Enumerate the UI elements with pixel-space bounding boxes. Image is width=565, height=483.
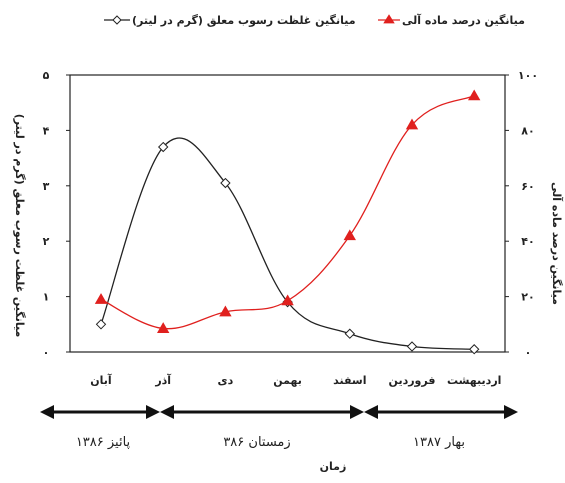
- sediment-data-point: [344, 328, 356, 339]
- series-line-sediment: [100, 137, 475, 350]
- organic-data-point: [281, 294, 294, 306]
- x-category-label: اسفند: [333, 374, 366, 387]
- season-arrow-head-right: [350, 405, 364, 419]
- right-tick-label: ۸۰: [521, 124, 534, 137]
- season-arrow-head-left: [40, 405, 54, 419]
- legend-organic-label: میانگین درصد ماده آلی: [402, 13, 525, 27]
- left-tick-label: ۰: [43, 346, 50, 359]
- legend-sediment-marker: [112, 15, 122, 25]
- sediment-data-point: [468, 344, 480, 355]
- sediment-data-point: [220, 177, 231, 189]
- organic-data-point: [468, 89, 481, 101]
- x-category-label: بهمن: [273, 374, 302, 387]
- series-line-organic: [100, 95, 475, 330]
- plot-frame: [69, 74, 506, 353]
- season-label: زمستان ۳۸۶: [223, 435, 290, 450]
- x-category-label: فروردین: [389, 374, 436, 387]
- right-tick-label: ۲۰: [521, 291, 534, 304]
- organic-data-point: [343, 229, 356, 241]
- right-tick-label: ۱۰۰: [518, 69, 538, 82]
- season-label: بهار ۱۳۸۷: [413, 435, 465, 450]
- x-category-label: دی: [218, 374, 234, 387]
- season-arrow-head-right: [146, 405, 160, 419]
- right-axis-title: میانگین درصد ماده آلی: [550, 182, 564, 305]
- sediment-data-point: [406, 341, 418, 352]
- season-arrow-head-left: [364, 405, 378, 419]
- organic-data-point: [405, 118, 419, 130]
- sediment-data-point: [157, 141, 169, 153]
- left-tick-label: ۱: [43, 291, 50, 304]
- left-tick-label: ۴: [43, 124, 50, 137]
- legend-organic-marker: [383, 14, 395, 24]
- left-tick-label: ۲: [43, 235, 50, 248]
- right-tick-label: ۶۰: [521, 180, 534, 193]
- left-tick-label: ۳: [43, 180, 50, 193]
- organic-data-point: [219, 305, 232, 317]
- season-arrow-head-right: [504, 405, 518, 419]
- x-category-label: آذر: [154, 373, 171, 387]
- x-category-label: اردیبهشت: [447, 374, 501, 387]
- right-tick-label: ۴۰: [521, 235, 534, 248]
- sediment-data-point: [95, 319, 107, 330]
- x-axis-title: زمان: [320, 460, 347, 473]
- organic-data-point: [94, 293, 108, 304]
- legend-sediment-label: میانگین غلظت رسوب معلق (گرم در لیتر): [132, 14, 356, 27]
- left-axis-title: میانگین غلظت رسوب معلق (گرم در لیتر): [13, 114, 26, 338]
- right-tick-label: ۰: [525, 346, 532, 359]
- season-label: پائیز ۱۳۸۶: [76, 435, 131, 450]
- left-tick-label: ۵: [43, 69, 50, 82]
- season-arrow-head-left: [160, 405, 174, 419]
- x-category-label: آبان: [90, 373, 112, 387]
- organic-data-point: [157, 322, 170, 333]
